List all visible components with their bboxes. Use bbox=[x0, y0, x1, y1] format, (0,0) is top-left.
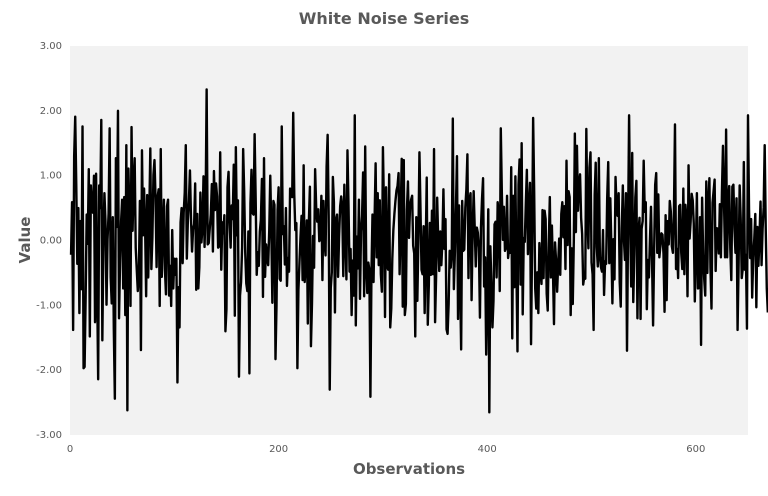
y-tick-label: 3.00 bbox=[40, 41, 62, 52]
x-tick-label: 600 bbox=[686, 444, 705, 455]
y-tick-label: -2.00 bbox=[36, 365, 62, 376]
x-tick-label: 400 bbox=[478, 444, 497, 455]
series-layer bbox=[69, 88, 768, 414]
y-tick-label: -3.00 bbox=[36, 430, 62, 441]
y-axis-title: Value bbox=[16, 217, 34, 264]
x-axis: 0 200 400 600 bbox=[67, 444, 706, 455]
y-axis: -3.00 -2.00 -1.00 0.00 1.00 2.00 3.00 bbox=[36, 41, 62, 441]
x-tick-label: 200 bbox=[269, 444, 288, 455]
y-tick-label: 0.00 bbox=[40, 236, 62, 247]
y-tick-label: -1.00 bbox=[36, 300, 62, 311]
chart-title: White Noise Series bbox=[299, 9, 470, 28]
x-axis-title: Observations bbox=[353, 460, 465, 478]
y-tick-label: 1.00 bbox=[40, 171, 62, 182]
series-line-0 bbox=[69, 88, 768, 414]
y-tick-label: 2.00 bbox=[40, 106, 62, 117]
x-tick-label: 0 bbox=[67, 444, 73, 455]
